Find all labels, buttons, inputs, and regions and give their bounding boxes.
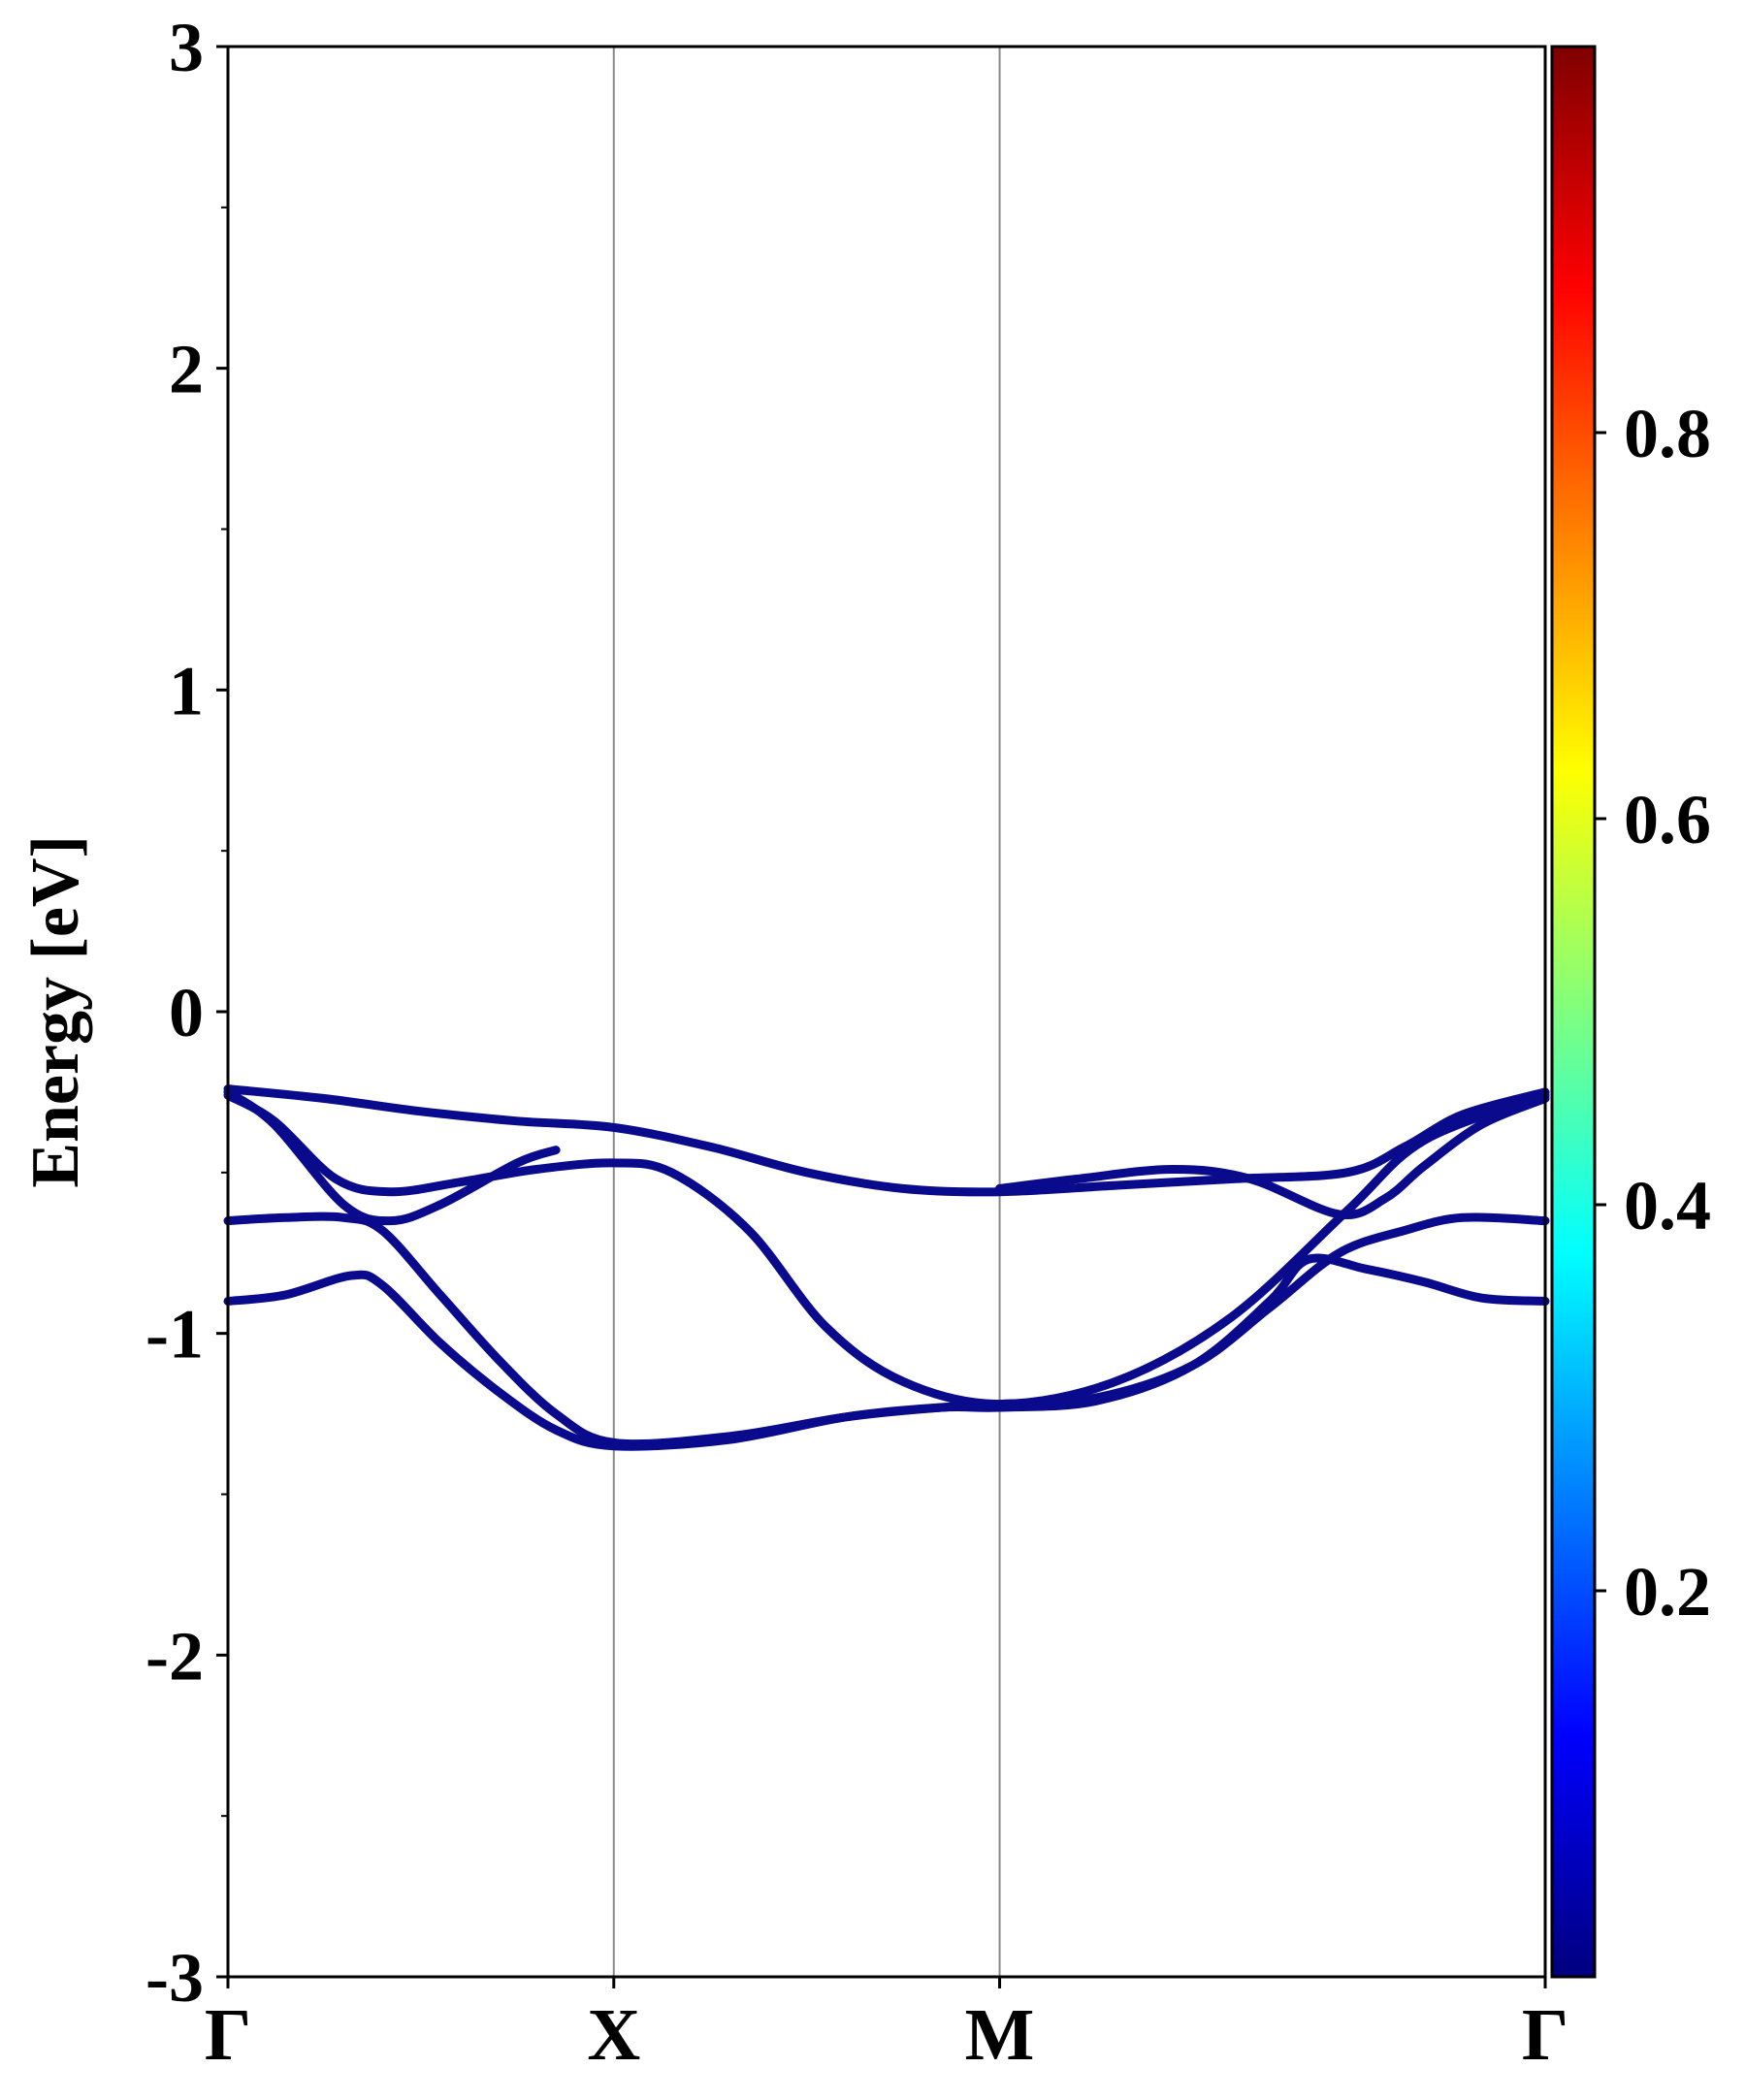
y-axis-ticks: 3 2 1 0 -1 -2 -3	[146, 9, 228, 2017]
grid-lines	[612, 47, 1001, 1977]
y-tick-label: 2	[169, 331, 204, 408]
x-tick-label: Γ	[1522, 1994, 1568, 2076]
colorbar-tick-label: 0.2	[1624, 1553, 1711, 1631]
x-tick-label: X	[587, 1994, 640, 2076]
colorbar-ticks: 0.2 0.4 0.6 0.8	[1595, 395, 1711, 1631]
band-line-2	[223, 1090, 1550, 1409]
x-tick-label: M	[965, 1994, 1035, 2076]
band-line-4	[995, 1094, 1550, 1219]
y-axis-label: Energy [eV]	[18, 835, 93, 1188]
colorbar-tick-label: 0.4	[1624, 1167, 1711, 1244]
band-line-3	[223, 1087, 561, 1226]
band-line-6	[223, 1253, 1550, 1451]
plot-frame	[226, 45, 1547, 1979]
y-tick-label: 3	[169, 9, 204, 86]
y-tick-label: 1	[169, 652, 204, 729]
band-lines	[223, 1084, 1550, 1451]
y-axis-minor-ticks	[221, 206, 228, 1818]
x-tick-label: Γ	[205, 1994, 251, 2076]
y-tick-label: -1	[146, 1296, 204, 1373]
y-tick-label: -2	[146, 1617, 204, 1695]
band-line-1	[223, 1084, 1550, 1197]
colorbar-tick-label: 0.6	[1624, 781, 1711, 858]
y-tick-label: -3	[146, 1939, 204, 2017]
colorbar-tick-label: 0.8	[1624, 395, 1711, 472]
colorbar	[1550, 45, 1597, 1979]
y-tick-label: 0	[169, 974, 204, 1051]
